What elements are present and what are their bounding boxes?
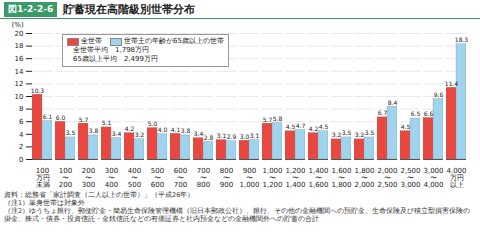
svg-text:3.1: 3.1 xyxy=(250,132,260,139)
svg-text:11.4: 11.4 xyxy=(445,80,459,87)
svg-text:1,600〜1,800: 1,600〜1,800 xyxy=(331,167,351,189)
svg-text:4.5: 4.5 xyxy=(319,123,329,130)
svg-text:4.0: 4.0 xyxy=(158,126,168,133)
svg-text:100〜200: 100〜200 xyxy=(59,167,72,189)
svg-text:0: 0 xyxy=(19,156,23,164)
svg-text:8: 8 xyxy=(19,105,23,113)
svg-text:2: 2 xyxy=(19,143,23,151)
svg-text:3.2: 3.2 xyxy=(355,131,365,138)
svg-text:2,500〜3,000: 2,500〜3,000 xyxy=(400,167,420,189)
svg-text:100万円未満: 100万円未満 xyxy=(36,167,50,189)
svg-text:200〜300: 200〜300 xyxy=(82,167,95,189)
html-text:貯蓄現在高階級別世帯分布: 貯蓄現在高階級別世帯分布 xyxy=(63,2,196,16)
svg-text:600〜700: 600〜700 xyxy=(174,167,187,189)
html-text:65歳以上平均 2,499万円: 65歳以上平均 2,499万円 xyxy=(73,55,158,63)
svg-text:3.0: 3.0 xyxy=(240,133,250,140)
svg-text:1,800〜2,000: 1,800〜2,000 xyxy=(354,167,374,189)
svg-text:4.5: 4.5 xyxy=(286,123,296,130)
svg-text:4.2: 4.2 xyxy=(125,125,135,132)
svg-text:4: 4 xyxy=(19,131,24,139)
html-text:全世帯: 全世帯 xyxy=(81,37,102,45)
svg-text:18.3: 18.3 xyxy=(455,36,469,43)
svg-text:3.8: 3.8 xyxy=(181,127,191,134)
svg-text:1,000〜1,200: 1,000〜1,200 xyxy=(262,167,282,189)
svg-text:2.9: 2.9 xyxy=(227,133,237,140)
svg-text:6.7: 6.7 xyxy=(378,109,388,116)
svg-text:12: 12 xyxy=(15,80,24,88)
svg-text:4.5: 4.5 xyxy=(401,123,411,130)
svg-text:4,000万円以上: 4,000万円以上 xyxy=(446,167,466,189)
svg-text:800〜900: 800〜900 xyxy=(220,167,233,189)
svg-text:500〜600: 500〜600 xyxy=(151,167,164,189)
svg-text:10: 10 xyxy=(15,93,24,101)
svg-text:3.4: 3.4 xyxy=(194,130,204,137)
svg-text:4.7: 4.7 xyxy=(296,122,306,129)
svg-text:8.4: 8.4 xyxy=(388,99,398,106)
html-text:資料：総務省「家計調査（二人以上の世帯）」（平成26年）: 資料：総務省「家計調査（二人以上の世帯）」（平成26年） xyxy=(4,191,195,199)
html-text:図1-2-2-6: 図1-2-2-6 xyxy=(8,3,54,14)
svg-text:6: 6 xyxy=(19,118,24,126)
svg-text:1,400〜1,600: 1,400〜1,600 xyxy=(308,167,328,189)
svg-text:400〜500: 400〜500 xyxy=(128,167,141,189)
html-text:全世帯平均 1,798万円: 全世帯平均 1,798万円 xyxy=(73,46,149,54)
svg-text:5.7: 5.7 xyxy=(263,116,273,123)
svg-text:3.1: 3.1 xyxy=(217,132,227,139)
svg-text:9.6: 9.6 xyxy=(434,91,444,98)
svg-text:3.5: 3.5 xyxy=(342,129,352,136)
svg-text:6.0: 6.0 xyxy=(56,114,66,121)
svg-text:6.5: 6.5 xyxy=(411,110,421,117)
svg-text:3.5: 3.5 xyxy=(365,129,375,136)
svg-text:300〜400: 300〜400 xyxy=(105,167,118,189)
svg-text:3.2: 3.2 xyxy=(135,131,145,138)
html-text:世帯主の年齢が65歳以上の世帯: 世帯主の年齢が65歳以上の世帯 xyxy=(124,37,224,45)
svg-text:14: 14 xyxy=(15,68,24,76)
svg-text:4.2: 4.2 xyxy=(309,125,319,132)
svg-text:5.0: 5.0 xyxy=(148,120,158,127)
svg-text:5.8: 5.8 xyxy=(273,115,283,122)
svg-text:900〜1,000: 900〜1,000 xyxy=(239,167,259,189)
svg-text:16: 16 xyxy=(15,55,24,63)
html-text:（注1）単身世帯は対象外: （注1）単身世帯は対象外 xyxy=(4,199,86,207)
svg-text:3.8: 3.8 xyxy=(89,127,99,134)
svg-text:2,000〜2,500: 2,000〜2,500 xyxy=(377,167,397,189)
svg-text:3.5: 3.5 xyxy=(66,129,76,136)
svg-text:3.4: 3.4 xyxy=(112,130,122,137)
svg-text:20: 20 xyxy=(15,30,24,38)
svg-text:5.1: 5.1 xyxy=(102,119,112,126)
svg-text:(%): (%) xyxy=(12,21,24,29)
svg-text:2.8: 2.8 xyxy=(204,134,214,141)
svg-text:1,200〜1,400: 1,200〜1,400 xyxy=(285,167,305,189)
svg-text:10.3: 10.3 xyxy=(31,87,45,94)
svg-text:3.2: 3.2 xyxy=(332,131,342,138)
svg-text:4.1: 4.1 xyxy=(171,126,181,133)
html-text:（注2）ゆうちょ銀行、郵便貯金・簡易生命保険管理機構（旧日本: （注2）ゆうちょ銀行、郵便貯金・簡易生命保険管理機構（旧日本郵政公社）、銀行、そ… xyxy=(4,207,471,223)
svg-text:700〜800: 700〜800 xyxy=(197,167,210,189)
svg-text:5.7: 5.7 xyxy=(79,116,89,123)
svg-text:3,000〜4,000: 3,000〜4,000 xyxy=(423,167,443,189)
svg-text:6.6: 6.6 xyxy=(424,110,434,117)
svg-text:18: 18 xyxy=(15,42,24,50)
svg-text:6.1: 6.1 xyxy=(43,113,53,120)
